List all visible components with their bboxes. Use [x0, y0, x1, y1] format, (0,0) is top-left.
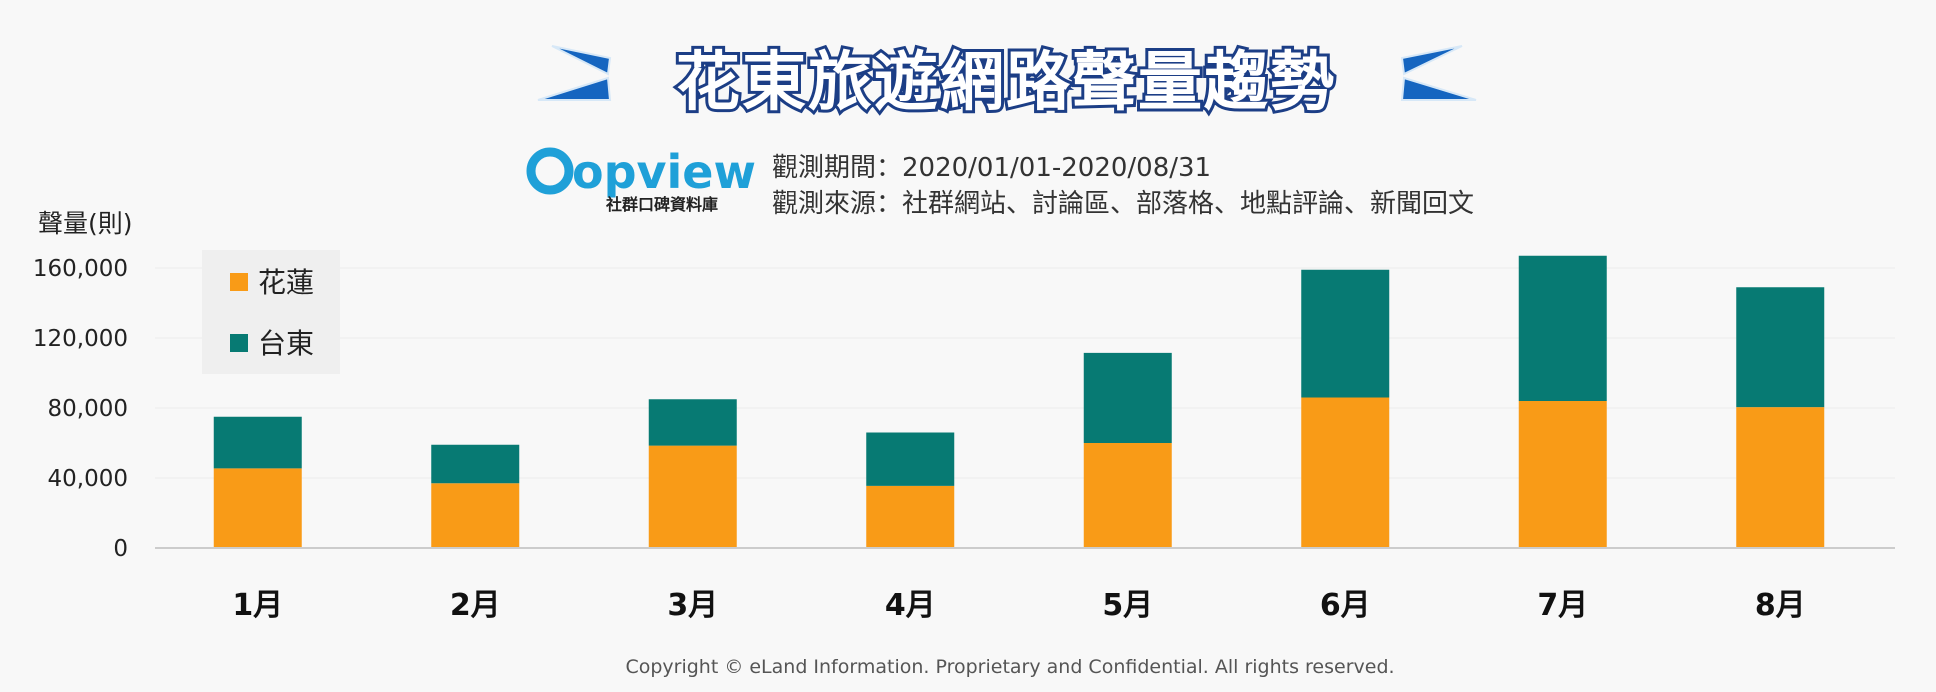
bar-taitung-5	[1083, 352, 1172, 443]
title-right-arrow-lower	[1400, 76, 1477, 101]
bar-taitung-1	[213, 416, 302, 469]
gridlines	[155, 267, 1895, 479]
title-left-arrow-upper	[551, 45, 612, 76]
logo-ring-icon	[526, 147, 574, 195]
title-banner: 花東旅遊網路聲量趨勢	[537, 43, 1477, 123]
logo-subtitle: 社群口碑資料庫	[605, 195, 718, 214]
bar-taitung-6	[1301, 269, 1390, 398]
y-tick-label: 40,000	[48, 466, 128, 492]
y-tick-label: 80,000	[48, 396, 128, 422]
x-tick-label: 1月	[232, 588, 283, 623]
observation-period: 觀測期間：2020/01/01-2020/08/31	[772, 153, 1211, 183]
legend-swatch-taitung	[230, 334, 248, 352]
y-axis-ticks: 0 40,000 80,000 120,000 160,000	[33, 256, 128, 562]
bar-hualien-1	[213, 468, 302, 548]
opview-logo: opview 社群口碑資料庫	[526, 145, 756, 214]
copyright-footer: Copyright © eLand Information. Proprieta…	[625, 656, 1394, 678]
chart-title: 花東旅遊網路聲量趨勢	[676, 46, 1336, 120]
bar-hualien-4	[866, 485, 955, 548]
legend-swatch-hualien	[230, 273, 248, 291]
bar-hualien-5	[1083, 443, 1172, 548]
x-tick-label: 5月	[1102, 588, 1153, 623]
bars	[213, 255, 1825, 548]
bar-taitung-2	[431, 444, 520, 484]
title-right-arrow-upper	[1400, 45, 1463, 76]
x-tick-label: 8月	[1755, 588, 1806, 623]
bar-taitung-4	[866, 432, 955, 486]
x-tick-label: 7月	[1537, 588, 1588, 623]
bar-hualien-2	[431, 483, 520, 548]
bar-taitung-8	[1736, 287, 1825, 408]
y-tick-label: 120,000	[33, 326, 128, 352]
x-tick-label: 2月	[450, 588, 501, 623]
logo-text: opview	[572, 145, 756, 199]
x-tick-label: 3月	[667, 588, 718, 623]
legend-box	[202, 250, 340, 374]
bar-taitung-3	[648, 399, 737, 446]
bar-hualien-7	[1518, 401, 1607, 548]
x-tick-label: 4月	[885, 588, 936, 623]
legend: 花蓮 台東	[202, 250, 340, 374]
x-tick-label: 6月	[1320, 588, 1371, 623]
observation-source: 觀測來源：社群網站、討論區、部落格、地點評論、新聞回文	[772, 189, 1474, 219]
bar-hualien-8	[1736, 407, 1825, 548]
bar-taitung-7	[1518, 255, 1607, 401]
title-left-arrow-lower	[537, 76, 612, 101]
legend-label-hualien: 花蓮	[258, 266, 314, 299]
legend-label-taitung: 台東	[258, 327, 314, 360]
y-tick-label: 160,000	[33, 256, 128, 282]
x-axis-ticks: 1月 2月 3月 4月 5月 6月 7月 8月	[232, 588, 1805, 623]
y-axis-label: 聲量(則)	[38, 209, 133, 238]
bar-hualien-6	[1301, 397, 1390, 548]
y-tick-label: 0	[113, 536, 128, 562]
bar-hualien-3	[648, 445, 737, 548]
